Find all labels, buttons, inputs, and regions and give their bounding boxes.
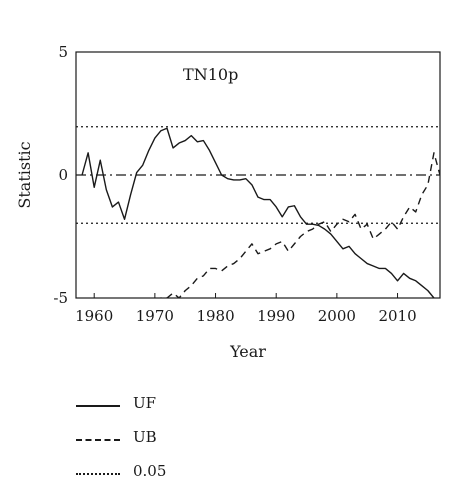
legend-label-significance: 0.05 <box>133 462 167 480</box>
x-tick-label: 1970 <box>136 307 174 325</box>
legend-swatch-dotted <box>76 473 120 475</box>
x-tick-label: 1980 <box>196 307 234 325</box>
legend-swatch-solid <box>76 405 120 407</box>
series-line-ub <box>159 152 440 298</box>
x-tick-label: 1960 <box>75 307 113 325</box>
legend-item-ub: UB <box>76 426 276 460</box>
y-axis-title: Statistic <box>15 141 34 208</box>
x-tick-label: 2000 <box>318 307 356 325</box>
legend-label-ub: UB <box>133 428 157 446</box>
legend-label-uf: UF <box>133 394 157 412</box>
chart: 1960 1970 1980 1990 2000 2010-505 TN10p Year … <box>15 43 441 361</box>
legend-item-uf: UF <box>76 392 276 426</box>
legend-swatch-dashed <box>76 439 120 441</box>
chart-title: TN10p <box>183 65 238 84</box>
y-tick-label: -5 <box>53 289 68 307</box>
x-axis-title: Year <box>229 342 266 361</box>
x-tick-label: 2010 <box>378 307 416 325</box>
y-tick-label: 0 <box>58 166 68 184</box>
series-line-uf <box>81 127 435 298</box>
x-tick-label: 1990 <box>257 307 295 325</box>
legend-item-significance: 0.05 <box>76 460 276 494</box>
legend: UF UB 0.05 <box>76 392 276 494</box>
y-tick-label: 5 <box>58 43 68 61</box>
